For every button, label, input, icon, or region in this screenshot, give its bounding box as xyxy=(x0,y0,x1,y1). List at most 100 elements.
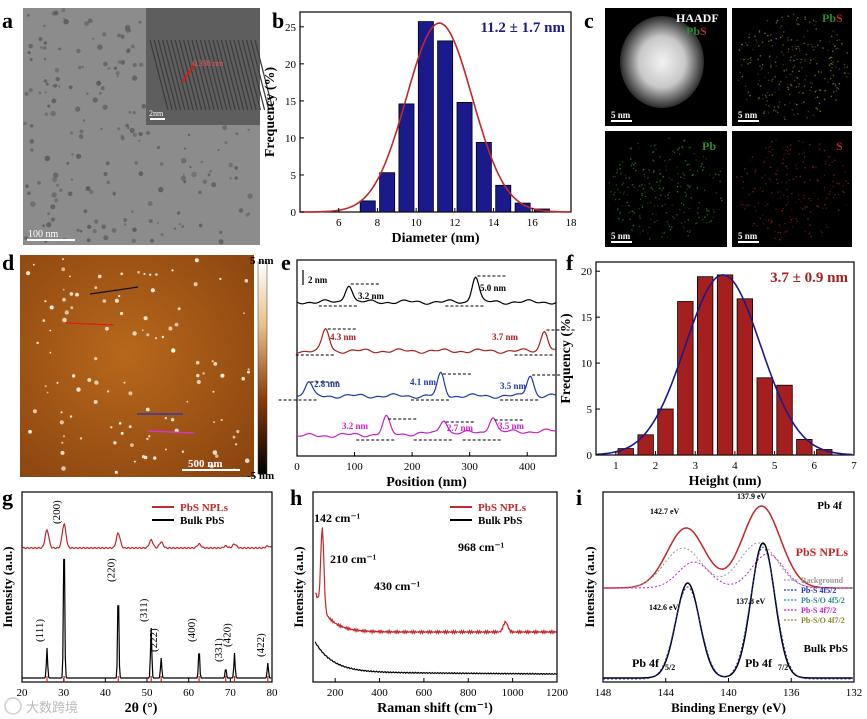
eds-point xyxy=(787,15,790,17)
tem-particle xyxy=(53,172,59,178)
eds-point xyxy=(748,193,750,196)
fit-component xyxy=(603,553,853,589)
eds-point xyxy=(837,209,840,211)
eds-point xyxy=(742,187,744,189)
eds-point xyxy=(775,178,778,181)
eds-point xyxy=(802,161,805,164)
afm-particle xyxy=(244,279,249,283)
watermark-text: 大数跨境 xyxy=(26,700,78,715)
tem-particle xyxy=(96,80,102,86)
eds-point xyxy=(841,165,844,167)
afm-particle xyxy=(62,258,64,261)
eds-point xyxy=(647,202,649,204)
eds-point xyxy=(661,232,663,234)
peak-label: (222) xyxy=(148,628,160,652)
eds-point xyxy=(635,169,637,172)
tem-particle xyxy=(131,75,138,81)
eds-point xyxy=(787,150,789,152)
eds-point xyxy=(641,204,643,207)
afm-particle xyxy=(98,274,102,279)
tem-particle xyxy=(59,188,63,192)
eds-point xyxy=(758,31,761,34)
eds-point xyxy=(676,166,678,168)
chart-b: 6 8 10 12 14 16 18 0 5 10 15 20 25 Diameter (nm) Frequ… xyxy=(263,11,577,246)
afm-line-1 xyxy=(89,286,139,295)
eds-point xyxy=(746,205,749,207)
eds-point xyxy=(622,182,624,184)
eds-point xyxy=(808,21,811,23)
tem-particle xyxy=(224,141,228,145)
eds-point xyxy=(751,225,754,227)
eds-point xyxy=(815,20,817,23)
afm-particle xyxy=(220,418,223,422)
eds-point xyxy=(791,49,794,51)
eds-point xyxy=(673,151,676,154)
tem-particle xyxy=(120,60,126,65)
tem-particle xyxy=(181,225,184,228)
tem-particle xyxy=(129,127,135,133)
eds-point xyxy=(763,161,766,163)
histogram-bar xyxy=(697,276,714,456)
eds-point xyxy=(774,76,776,78)
tem-particle xyxy=(120,134,124,138)
eds-point xyxy=(787,39,790,42)
eds-point xyxy=(769,151,772,153)
eds-point xyxy=(683,139,686,142)
eds-point xyxy=(761,66,763,69)
eds-point xyxy=(803,42,805,45)
eds-point xyxy=(791,70,794,73)
eds-point xyxy=(766,19,769,22)
eds-point xyxy=(763,110,766,113)
eds-point xyxy=(804,166,806,169)
tem-particle xyxy=(43,57,47,61)
eds-point xyxy=(652,160,655,162)
eds-point xyxy=(629,218,631,221)
series-pbs-npls xyxy=(603,505,853,589)
tem-particle xyxy=(86,238,91,243)
eds-point xyxy=(682,204,685,206)
eds-point xyxy=(612,193,615,196)
height-profile xyxy=(296,414,557,438)
peak-label: (420) xyxy=(222,623,234,647)
eds-point xyxy=(696,187,699,189)
eds-point xyxy=(812,114,815,117)
lattice-fringe xyxy=(182,39,203,111)
afm-particle xyxy=(177,307,181,311)
eds-point xyxy=(661,205,664,207)
eds-point xyxy=(667,236,669,239)
eds-point xyxy=(771,45,773,47)
x-tick-label: 400 xyxy=(519,461,536,473)
lattice-fringe xyxy=(170,39,190,111)
eds-point xyxy=(763,112,765,114)
eds-point xyxy=(821,231,824,234)
eds-point xyxy=(774,61,777,64)
tem-particle xyxy=(139,62,144,67)
eds-point xyxy=(631,210,634,213)
eds-point xyxy=(641,192,643,195)
eds-point xyxy=(667,194,669,196)
eds-point xyxy=(685,194,688,196)
eds-point xyxy=(783,154,785,157)
eds-point xyxy=(834,83,837,85)
eds-point xyxy=(638,207,640,210)
eds-point xyxy=(684,191,687,194)
afm-particle xyxy=(161,335,165,339)
histogram-bar xyxy=(796,438,813,456)
tem-particle xyxy=(92,229,97,234)
legend-npls: PbS NPLs xyxy=(478,502,527,514)
tem-particle xyxy=(159,162,164,166)
y-tick-label: 5 xyxy=(291,170,297,182)
eds-point xyxy=(754,187,756,190)
tem-particle xyxy=(127,126,130,130)
chart-f: 1 2 3 4 5 6 7 0 5 10 15 20 Height (nm) Frequency (%) 3… xyxy=(559,261,857,489)
eds-point xyxy=(749,94,751,97)
eds-point xyxy=(634,162,636,164)
eds-point xyxy=(749,61,751,64)
eds-point xyxy=(650,145,652,147)
lattice-fringe xyxy=(254,39,274,111)
afm-particle xyxy=(143,316,148,321)
tem-particle xyxy=(29,124,34,128)
tem-particle xyxy=(26,14,30,17)
afm-particle xyxy=(94,357,98,361)
eds-point xyxy=(768,55,771,57)
